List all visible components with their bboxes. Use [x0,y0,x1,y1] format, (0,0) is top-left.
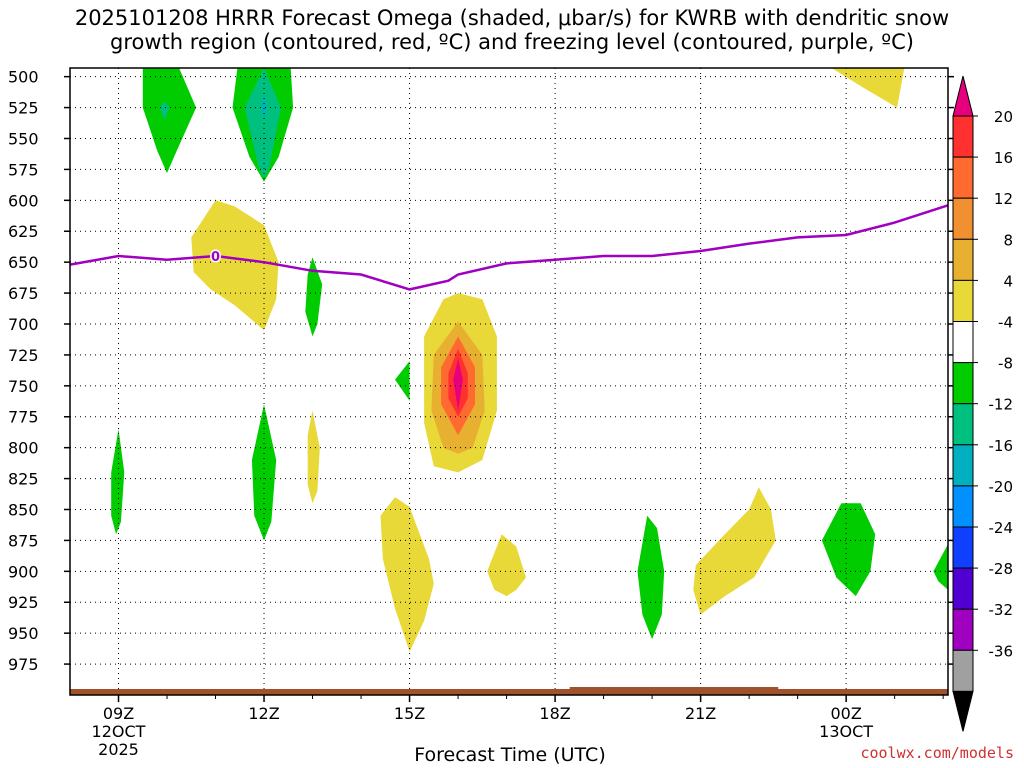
x-tick-label-4: 21Z [685,704,716,723]
x-tick-year-0: 2025 [98,740,139,759]
colorbar-label-10: -24 [989,519,1014,537]
x-tick-label-5: 00Z [830,704,861,723]
y-tick-label-12: 800 [8,439,39,458]
colorbar-label-1: 16 [994,149,1013,167]
y-tick-label-7: 675 [8,284,39,303]
y-tick-label-3: 575 [8,160,39,179]
plot-frame [69,67,949,696]
omega-region-0 [142,68,197,174]
y-tick-label-1: 525 [8,99,39,118]
colorbar-box-4 [952,238,974,281]
omega-region-17 [487,534,526,597]
omega-region-20 [821,503,876,597]
omega-region-3 [244,68,281,179]
colorbar-label-2: 12 [994,190,1013,208]
colorbar-top-arrow [952,75,974,117]
x-tick-label-2: 15Z [394,704,425,723]
x-tick-sublabel-0: 12OCT [92,722,146,741]
colorbar-box-9 [952,444,974,487]
colorbar-box-7 [952,362,974,405]
y-tick-label-5: 625 [8,222,39,241]
colorbar-label-3: 8 [1003,231,1013,249]
omega-region-16 [380,497,434,652]
y-tick-label-17: 925 [8,593,39,612]
x-tick-label-3: 18Z [539,704,570,723]
colorbar-label-6: -8 [998,355,1013,373]
colorbar-box-11 [952,526,974,569]
omega-region-15 [307,410,320,504]
colorbar-label-7: -12 [989,396,1014,414]
colorbar-box-10 [952,485,974,528]
colorbar-label-4: 4 [1003,272,1013,290]
title-line1: 2025101208 HRRR Forecast Omega (shaded, … [74,6,950,30]
plot-content: 0 [70,68,948,695]
freezing-level-label: 0 [211,250,220,265]
ground-surface [70,689,948,695]
omega-region-1 [159,101,170,120]
x-tick-label-0: 09Z [103,704,134,723]
chart-title: 2025101208 HRRR Forecast Omega (shaded, … [0,6,1024,54]
y-tick-label-0: 500 [8,68,39,87]
omega-region-22 [831,68,905,108]
omega-region-6 [305,257,323,337]
colorbar-box-3 [952,197,974,240]
freezing-level-line [70,204,948,291]
colorbar-label-11: -28 [989,560,1014,578]
colorbar: 20 16 12 8 4 -4 -8 -12 -16 -20 -24 -28 -32 -36 [952,75,1014,732]
y-tick-label-8: 700 [8,315,39,334]
y-tick-label-19: 975 [8,655,39,674]
omega-region-5 [191,200,279,331]
credit-link[interactable]: coolwx.com/models [860,744,1014,762]
omega-region-21 [933,544,948,590]
colorbar-box-8 [952,403,974,446]
y-tick-label-10: 750 [8,377,39,396]
colorbar-label-13: -36 [989,642,1014,660]
colorbar-box-1 [952,115,974,158]
colorbar-label-8: -16 [989,437,1014,455]
y-tick-label-4: 600 [8,191,39,210]
colorbar-label-5: -4 [998,314,1013,332]
x-axis-label: Forecast Time (UTC) [414,744,606,766]
colorbar-box-5 [952,279,974,322]
y-tick-label-18: 950 [8,624,39,643]
omega-region-18 [637,515,665,640]
colorbar-label-9: -20 [989,478,1014,496]
omega-region-4 [261,95,267,120]
colorbar-bottom-arrow [952,690,974,732]
x-tick-label-1: 12Z [248,704,279,723]
ground-surface-bump [569,687,779,690]
omega-region-14 [251,404,277,541]
omega-region-12 [453,358,463,411]
colorbar-box-13 [952,608,974,651]
colorbar-box-14 [952,649,974,692]
axes: 500 525 550 575 600 625 650 675 700 725 750 775 800 8… [8,67,954,759]
title-line2: growth region (contoured, red, ºC) and f… [110,30,914,54]
y-tick-label-14: 850 [8,500,39,519]
omega-region-13 [111,429,125,535]
y-tick-label-15: 875 [8,531,39,550]
colorbar-box-12 [952,567,974,610]
colorbar-label-0: 20 [994,108,1013,126]
x-tick-sublabel-5: 13OCT [819,722,873,741]
y-tick-label-11: 775 [8,408,39,427]
y-tick-label-2: 550 [8,129,39,148]
colorbar-label-12: -32 [989,601,1014,619]
plot-area: 0 [70,68,948,695]
y-tick-label-13: 825 [8,470,39,489]
y-tick-label-9: 725 [8,346,39,365]
omega-region-19 [693,487,776,615]
y-tick-label-6: 650 [8,253,39,272]
y-tick-label-16: 900 [8,562,39,581]
colorbar-box-2 [952,156,974,199]
omega-region-7 [395,361,410,401]
colorbar-box-6 [952,321,974,364]
